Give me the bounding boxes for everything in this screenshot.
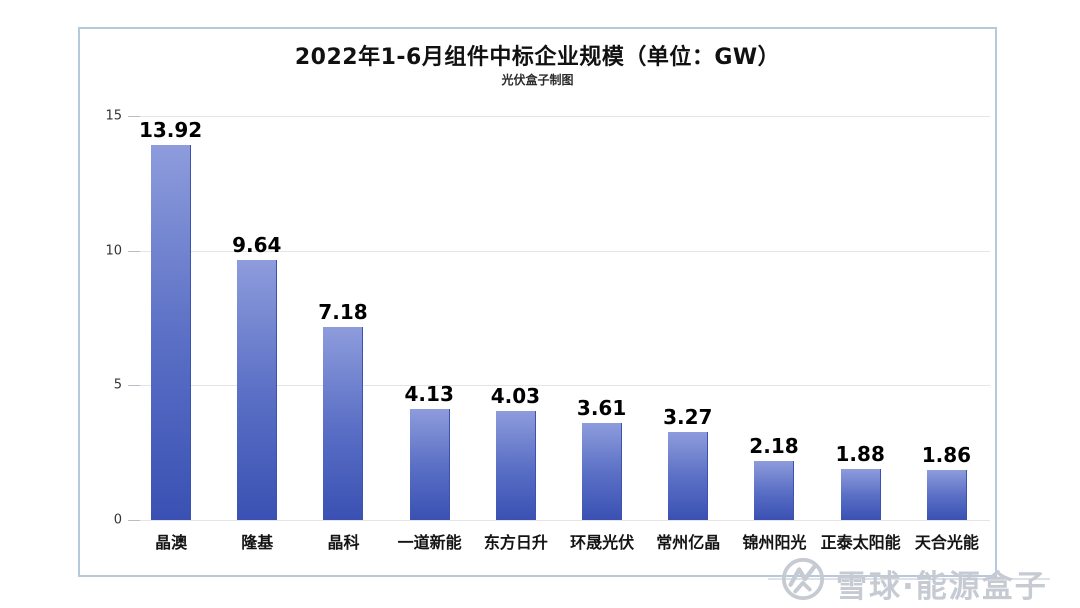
- axis-tick: [128, 385, 140, 387]
- bar-value-label: 13.92: [138, 118, 203, 143]
- bar-slot: 4.03: [473, 116, 559, 520]
- gridline: [128, 385, 990, 387]
- y-tick-label: 5: [113, 377, 122, 393]
- category-label: 天合光能: [914, 533, 979, 552]
- category-label: 常州亿晶: [656, 533, 721, 552]
- bar-slot: 13.92: [128, 116, 214, 520]
- bar-value-label: 1.88: [835, 442, 885, 467]
- xueqiu-logo-icon: [781, 557, 825, 601]
- watermark: 雪球·能源盒子: [768, 555, 1068, 605]
- x-axis: 晶澳 隆基 晶科 一道新能 东方日升 环晟光伏 常州亿晶 锦州阳光 正泰太阳能 天合光能: [128, 531, 990, 555]
- gridline: [128, 520, 990, 521]
- bar-slot: 3.61: [559, 116, 645, 520]
- watermark-line: [768, 578, 1050, 580]
- bar-value-label: 1.86: [921, 442, 972, 467]
- y-axis: 0 5 10 15: [86, 109, 122, 528]
- chart-card: 2022年1-6月组件中标企业规模（单位：GW） 光伏盒子制图 0 5 10 15 1…: [78, 27, 997, 577]
- bar-value-label: 9.64: [232, 233, 282, 258]
- bar: 1.86: [922, 443, 971, 520]
- axis-tick: [128, 116, 140, 117]
- category-label: 晶澳: [155, 533, 188, 552]
- bar-slot: 1.86: [904, 116, 990, 520]
- bar: 9.64: [232, 233, 281, 520]
- plot-area: 13.92 9.64 7.18 4.13 4.03 3.61 3.27 2.18 1.88 1.8…: [128, 116, 990, 521]
- bar: 3.27: [663, 405, 712, 520]
- bar-slot: 7.18: [300, 116, 386, 520]
- bar: 1.88: [836, 442, 885, 520]
- chart-subtitle: 光伏盒子制图: [501, 73, 574, 87]
- bar: 4.03: [491, 384, 540, 520]
- category-label: 隆基: [241, 533, 274, 552]
- axis-tick: [128, 250, 140, 252]
- axis-tick: [128, 520, 140, 521]
- bar-slot: 3.27: [645, 116, 731, 520]
- bar-value-label: 3.27: [663, 404, 713, 429]
- category-label: 锦州阳光: [742, 533, 807, 552]
- y-tick-label: 10: [105, 243, 122, 259]
- bar-value-label: 4.03: [490, 384, 541, 409]
- bar-slot: 9.64: [214, 116, 300, 520]
- bar: 4.13: [405, 382, 454, 520]
- bar: 13.92: [139, 118, 202, 520]
- y-tick-label: 0: [113, 512, 122, 528]
- bar: 7.18: [318, 300, 368, 520]
- bar-slot: 4.13: [387, 116, 473, 520]
- bar-value-label: 4.13: [404, 381, 454, 406]
- category-label: 正泰太阳能: [820, 533, 901, 552]
- bar: 3.61: [577, 396, 626, 520]
- bar-value-label: 7.18: [318, 299, 368, 324]
- chart-title: 2022年1-6月组件中标企业规模（单位：GW）: [294, 45, 781, 70]
- gridline: [128, 116, 990, 117]
- bar-slot: 2.18: [731, 116, 817, 520]
- watermark-text: 雪球·能源盒子: [836, 569, 1048, 605]
- category-label: 晶科: [327, 533, 360, 552]
- gridline: [128, 250, 990, 252]
- bar: 2.18: [749, 434, 799, 520]
- category-label: 环晟光伏: [570, 533, 635, 552]
- bar-value-label: 3.61: [576, 395, 627, 420]
- bar-slot: 1.88: [818, 116, 904, 520]
- category-label: 东方日升: [483, 533, 548, 552]
- category-label: 一道新能: [397, 533, 462, 552]
- bar-value-label: 2.18: [749, 434, 799, 459]
- y-tick-label: 15: [105, 108, 122, 124]
